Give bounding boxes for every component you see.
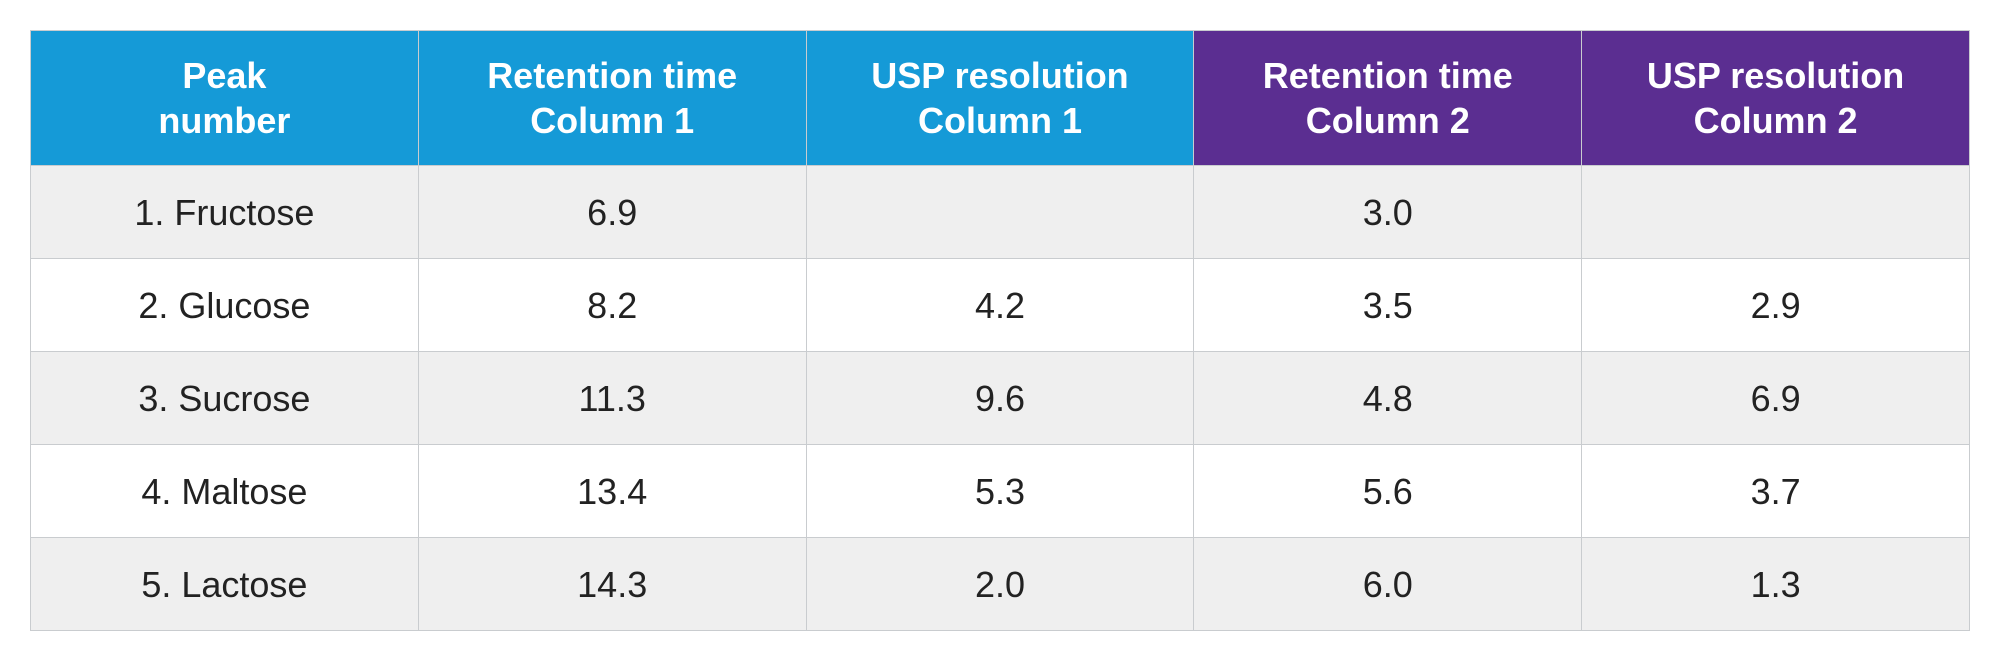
col-header-label-line2: Column 1 [530, 100, 694, 141]
cell-res2: 3.7 [1582, 445, 1970, 538]
cell-peak: 4. Maltose [31, 445, 419, 538]
col-header-label-line2: Column 2 [1694, 100, 1858, 141]
col-header-res-col2: USP resolution Column 2 [1582, 31, 1970, 166]
col-header-rt-col1: Retention time Column 1 [418, 31, 806, 166]
cell-rt2: 4.8 [1194, 352, 1582, 445]
table-row: 5. Lactose 14.3 2.0 6.0 1.3 [31, 538, 1970, 631]
cell-rt1: 8.2 [418, 259, 806, 352]
col-header-label-line1: USP resolution [1647, 55, 1904, 96]
col-header-label-line1: Retention time [487, 55, 737, 96]
table-row: 3. Sucrose 11.3 9.6 4.8 6.9 [31, 352, 1970, 445]
col-header-res-col1: USP resolution Column 1 [806, 31, 1194, 166]
cell-res2: 1.3 [1582, 538, 1970, 631]
cell-res1: 2.0 [806, 538, 1194, 631]
cell-rt2: 3.0 [1194, 166, 1582, 259]
col-header-peak-number: Peak number [31, 31, 419, 166]
cell-peak: 2. Glucose [31, 259, 419, 352]
table-header-row: Peak number Retention time Column 1 USP … [31, 31, 1970, 166]
table-row: 2. Glucose 8.2 4.2 3.5 2.9 [31, 259, 1970, 352]
cell-res1: 4.2 [806, 259, 1194, 352]
cell-res1: 9.6 [806, 352, 1194, 445]
col-header-label-line2: Column 2 [1306, 100, 1470, 141]
cell-res1: 5.3 [806, 445, 1194, 538]
cell-peak: 1. Fructose [31, 166, 419, 259]
cell-rt1: 11.3 [418, 352, 806, 445]
cell-res2 [1582, 166, 1970, 259]
table-row: 1. Fructose 6.9 3.0 [31, 166, 1970, 259]
cell-rt1: 6.9 [418, 166, 806, 259]
col-header-label-line1: Peak [182, 55, 266, 96]
cell-res1 [806, 166, 1194, 259]
cell-res2: 2.9 [1582, 259, 1970, 352]
cell-rt1: 14.3 [418, 538, 806, 631]
col-header-label-line2: number [158, 100, 290, 141]
cell-rt1: 13.4 [418, 445, 806, 538]
cell-peak: 3. Sucrose [31, 352, 419, 445]
cell-rt2: 6.0 [1194, 538, 1582, 631]
cell-rt2: 5.6 [1194, 445, 1582, 538]
table-row: 4. Maltose 13.4 5.3 5.6 3.7 [31, 445, 1970, 538]
cell-rt2: 3.5 [1194, 259, 1582, 352]
col-header-label-line1: USP resolution [871, 55, 1128, 96]
col-header-label-line2: Column 1 [918, 100, 1082, 141]
cell-res2: 6.9 [1582, 352, 1970, 445]
col-header-rt-col2: Retention time Column 2 [1194, 31, 1582, 166]
col-header-label-line1: Retention time [1263, 55, 1513, 96]
cell-peak: 5. Lactose [31, 538, 419, 631]
retention-resolution-table: Peak number Retention time Column 1 USP … [30, 30, 1970, 631]
